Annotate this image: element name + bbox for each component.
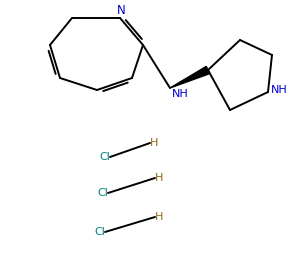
Text: H: H	[155, 173, 163, 183]
Text: NH: NH	[172, 89, 189, 99]
Text: Cl: Cl	[94, 227, 105, 237]
Text: N: N	[117, 4, 125, 17]
Text: H: H	[155, 212, 163, 222]
Text: Cl: Cl	[99, 152, 110, 162]
Polygon shape	[170, 66, 210, 88]
Text: NH: NH	[271, 85, 288, 95]
Text: H: H	[150, 138, 158, 148]
Text: Cl: Cl	[97, 188, 108, 198]
